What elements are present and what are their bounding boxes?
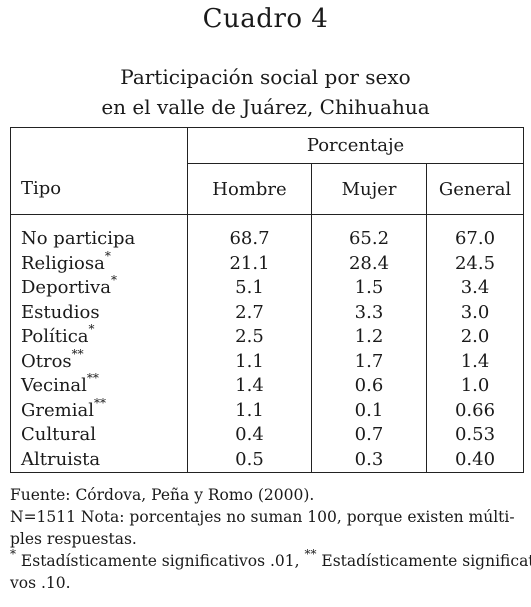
row-general: 0.40 bbox=[454, 448, 496, 470]
row-tipo: Gremial** bbox=[10, 397, 188, 423]
row-general: 3.0 bbox=[460, 301, 490, 323]
header-hombre: Hombre bbox=[187, 163, 312, 215]
row-tipo: No participa bbox=[10, 214, 188, 252]
row-tipo: Altruista bbox=[10, 447, 188, 473]
table-row: Altruista 0.5 0.3 0.40 bbox=[10, 447, 524, 473]
row-tipo: Vecinal** bbox=[10, 372, 188, 399]
row-mujer: 1.2 bbox=[311, 325, 427, 350]
n-note-line-2: ples respuestas. bbox=[10, 530, 137, 548]
row-mujer: 28.4 bbox=[311, 251, 427, 276]
table-row: Estudios 2.7 3.3 3.0 bbox=[10, 300, 524, 325]
header-mujer: Mujer bbox=[311, 163, 427, 215]
table-row: Gremial** 1.1 0.1 0.66 bbox=[10, 397, 524, 423]
row-mujer: 1.7 bbox=[311, 349, 427, 374]
table-row: Religiosa* 21.1 28.4 24.5 bbox=[10, 250, 524, 276]
row-hombre: 0.5 bbox=[187, 447, 312, 473]
table-row: Deportiva* 5.1 1.5 3.4 bbox=[10, 274, 524, 301]
row-hombre: 1.1 bbox=[187, 398, 312, 423]
row-hombre: 2.7 bbox=[187, 300, 312, 325]
row-hombre: 21.1 bbox=[187, 251, 312, 276]
row-general: 0.66 bbox=[454, 399, 496, 421]
data-table: Porcentaje Tipo Hombre Mujer General No … bbox=[10, 127, 525, 473]
table-subtitle: Participación social por sexo en el vall… bbox=[0, 62, 531, 122]
table-notes: Fuente: Córdova, Peña y Romo (2000). N=1… bbox=[10, 484, 531, 594]
row-hombre: 0.4 bbox=[187, 423, 312, 448]
n-note-line-1: N=1511 Nota: porcentajes no suman 100, p… bbox=[10, 508, 515, 526]
row-hombre: 1.1 bbox=[187, 349, 312, 374]
header-porcentaje: Porcentaje bbox=[187, 127, 524, 164]
row-tipo: Deportiva* bbox=[10, 274, 188, 301]
header-blank-cell bbox=[10, 127, 188, 164]
row-mujer: 0.7 bbox=[311, 423, 427, 448]
row-tipo: Religiosa* bbox=[10, 250, 188, 276]
subtitle-line-1: Participación social por sexo bbox=[120, 65, 411, 89]
significance-note-line-2: vos .10. bbox=[10, 574, 71, 592]
row-mujer: 0.1 bbox=[311, 398, 427, 423]
row-hombre: 1.4 bbox=[187, 374, 312, 399]
source-note: Fuente: Córdova, Peña y Romo (2000). bbox=[10, 486, 315, 504]
row-tipo: Otros** bbox=[10, 348, 188, 374]
row-mujer: 65.2 bbox=[311, 214, 427, 252]
row-hombre: 2.5 bbox=[187, 325, 312, 350]
row-general: 2.0 bbox=[460, 326, 490, 348]
row-mujer: 0.6 bbox=[311, 374, 427, 399]
row-tipo: Política* bbox=[10, 323, 188, 350]
row-hombre: 68.7 bbox=[187, 214, 312, 252]
row-mujer: 0.3 bbox=[311, 447, 427, 473]
row-mujer: 3.3 bbox=[311, 300, 427, 325]
row-general: 24.5 bbox=[454, 252, 496, 274]
table-row: Vecinal** 1.4 0.6 1.0 bbox=[10, 372, 524, 399]
row-general: 1.4 bbox=[460, 350, 490, 372]
row-general: 67.0 bbox=[454, 228, 496, 250]
table-row: Política* 2.5 1.2 2.0 bbox=[10, 323, 524, 350]
header-general: General bbox=[426, 163, 524, 215]
header-tipo: Tipo bbox=[10, 163, 188, 215]
row-general: 0.53 bbox=[454, 424, 496, 446]
row-tipo: Cultural bbox=[10, 423, 188, 448]
row-tipo: Estudios bbox=[10, 300, 188, 325]
table-row: Cultural 0.4 0.7 0.53 bbox=[10, 423, 524, 448]
row-mujer: 1.5 bbox=[311, 276, 427, 301]
significance-note: * Estadísticamente significativos .01, *… bbox=[10, 546, 531, 570]
subtitle-line-2: en el valle de Juárez, Chihuahua bbox=[101, 95, 430, 119]
row-hombre: 5.1 bbox=[187, 276, 312, 301]
row-general: 3.4 bbox=[460, 277, 490, 299]
table-row: Otros** 1.1 1.7 1.4 bbox=[10, 348, 524, 374]
table-title: Cuadro 4 bbox=[202, 4, 329, 34]
row-general: 1.0 bbox=[460, 375, 490, 397]
table-row: No participa 68.7 65.2 67.0 bbox=[10, 214, 524, 252]
